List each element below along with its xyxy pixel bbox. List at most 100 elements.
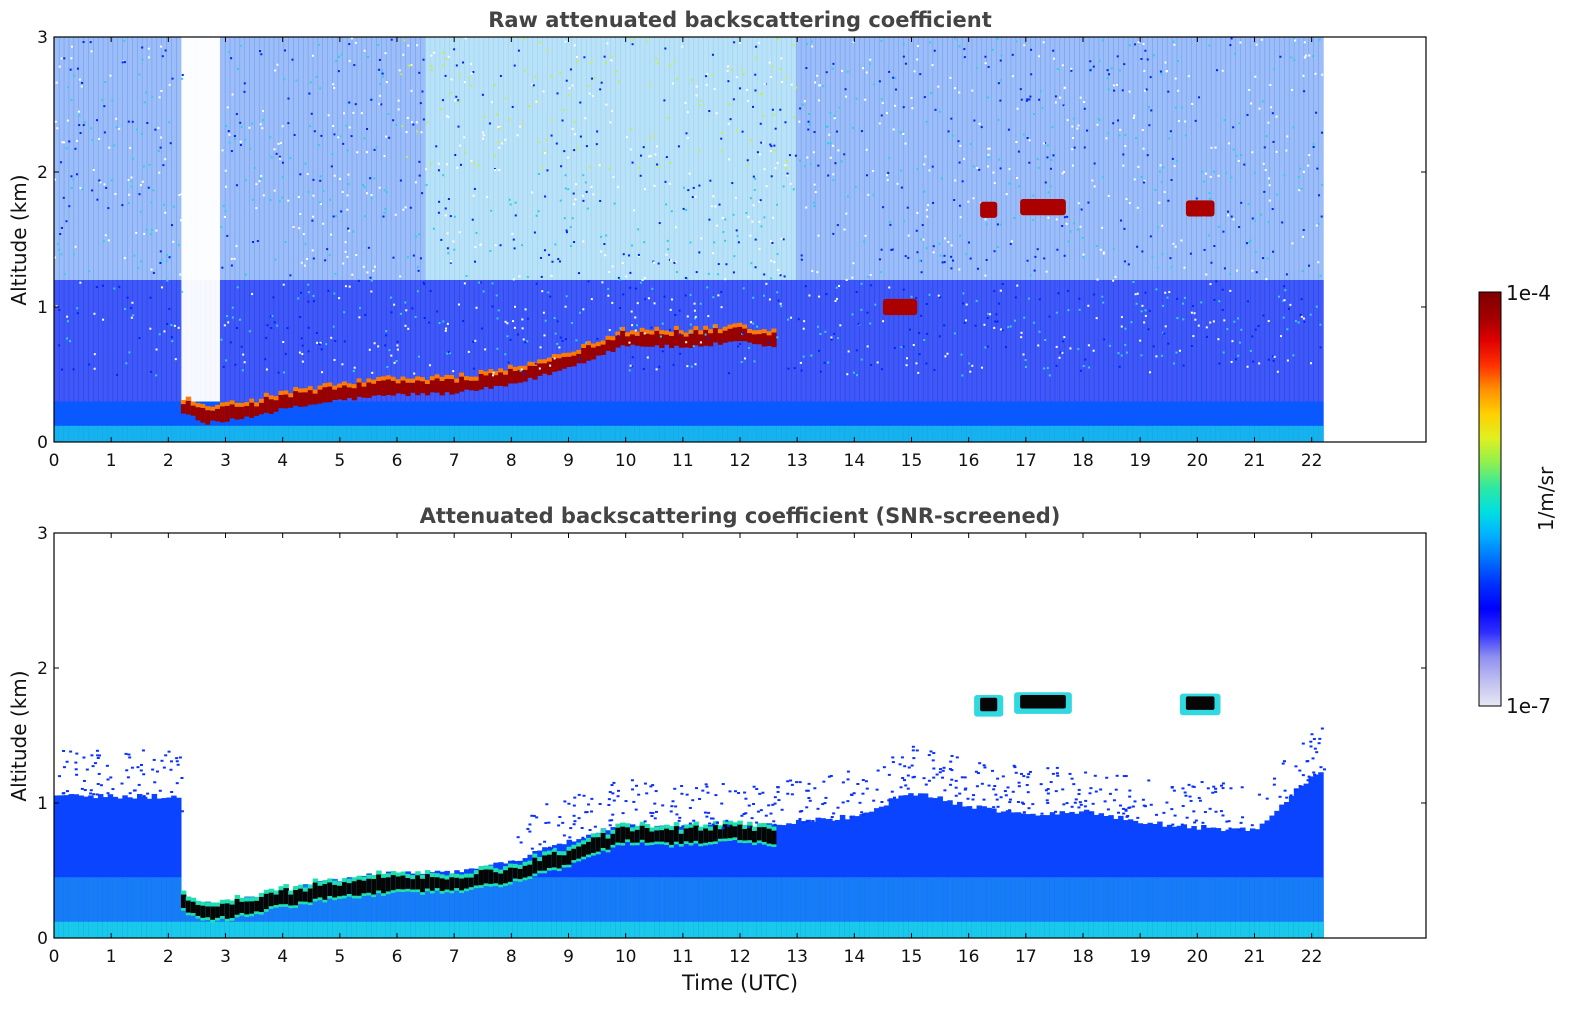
noise-speckle	[449, 260, 452, 263]
noise-speckle	[225, 359, 228, 362]
noise-column	[400, 37, 407, 280]
noise-speckle	[1133, 114, 1136, 117]
edge-speckle	[164, 754, 168, 757]
noise-speckle	[1071, 148, 1074, 151]
surface-layer	[625, 401, 631, 442]
noise-speckle	[588, 92, 591, 95]
noise-speckle	[447, 116, 450, 119]
surface-layer-bright	[961, 425, 968, 442]
noise-speckle	[1059, 96, 1062, 99]
noise-speckle	[811, 269, 814, 272]
x-tick-label: 10	[615, 451, 637, 471]
surface-layer	[371, 921, 377, 938]
noise-speckle	[264, 358, 267, 361]
noise-speckle	[143, 232, 146, 235]
noise-speckle	[686, 315, 689, 318]
noise-speckle	[1102, 176, 1105, 179]
noise-speckle	[653, 184, 656, 187]
noise-speckle	[985, 258, 988, 261]
edge-speckle	[846, 778, 850, 781]
edge-speckle	[96, 756, 100, 759]
surface-layer	[341, 921, 348, 938]
surface-layer-bright	[800, 425, 807, 442]
noise-speckle	[600, 250, 603, 253]
noise-column	[136, 37, 143, 280]
noise-speckle	[1142, 42, 1145, 45]
surface-layer	[244, 401, 250, 442]
noise-speckle	[130, 316, 133, 319]
noise-column	[854, 37, 860, 280]
noise-speckle	[762, 115, 765, 118]
noise-speckle	[274, 258, 277, 261]
boundary-layer-inner	[97, 877, 104, 938]
cloud-edge-segment	[337, 383, 343, 388]
edge-speckle	[1200, 781, 1204, 784]
noise-speckle	[544, 319, 547, 322]
boundary-layer-inner	[244, 896, 250, 938]
edge-speckle	[155, 770, 159, 773]
noise-speckle	[973, 119, 976, 122]
noise-speckle	[846, 373, 849, 376]
noise-speckle	[939, 254, 942, 257]
cloud-base-segment	[546, 361, 553, 376]
boundary-layer-inner	[996, 877, 1002, 938]
noise-speckle	[479, 281, 482, 284]
noise-speckle	[782, 238, 785, 241]
noise-speckle	[1063, 336, 1066, 339]
cloud-base-segment	[371, 383, 377, 396]
cloud-core-segment	[756, 827, 763, 841]
noise-speckle	[599, 199, 602, 202]
surface-layer-bright	[503, 425, 509, 442]
noise-speckle	[804, 165, 807, 168]
noise-speckle	[1162, 331, 1165, 334]
noise-column	[1176, 37, 1183, 280]
edge-speckle	[927, 779, 931, 782]
cloud-base-segment	[629, 334, 636, 345]
surface-layer	[395, 921, 402, 938]
boundary-layer-inner	[1176, 877, 1183, 938]
noise-speckle	[172, 240, 175, 243]
cloud-core-segment	[366, 878, 372, 893]
noise-speckle	[135, 231, 138, 234]
noise-speckle	[353, 64, 356, 67]
boundary-layer-column	[1020, 813, 1026, 938]
noise-speckle	[586, 207, 589, 210]
noise-speckle	[1110, 67, 1113, 70]
cloud-base-segment	[415, 380, 421, 396]
cloud-base-segment	[766, 335, 773, 346]
boundary-layer-inner	[268, 892, 275, 938]
surface-layer	[800, 401, 807, 442]
edge-speckle	[562, 834, 566, 837]
edge-speckle	[1088, 792, 1092, 795]
noise-speckle	[463, 282, 466, 285]
noise-speckle	[1149, 371, 1152, 374]
noise-column	[747, 37, 753, 280]
noise-speckle	[499, 127, 502, 130]
noise-speckle	[802, 327, 805, 330]
noise-speckle	[325, 343, 328, 346]
noise-column	[698, 37, 704, 280]
surface-layer	[913, 401, 919, 442]
noise-speckle	[70, 57, 73, 60]
boundary-layer-column	[151, 793, 158, 938]
cloud-core-segment	[503, 870, 509, 884]
aerosol-column	[844, 280, 851, 402]
surface-layer-bright	[1235, 425, 1241, 442]
surface-layer-bright	[1093, 425, 1100, 442]
surface-layer	[54, 401, 60, 442]
noise-speckle	[371, 371, 374, 374]
surface-layer-bright	[176, 425, 182, 442]
noise-speckle	[625, 135, 628, 138]
cloud-base-segment	[664, 334, 670, 345]
edge-speckle	[943, 789, 947, 792]
aerosol-column	[805, 280, 812, 402]
boundary-layer-inner	[747, 877, 753, 938]
noise-speckle	[795, 86, 798, 89]
noise-speckle	[1267, 121, 1270, 124]
surface-layer	[1035, 401, 1041, 442]
aerosol-column	[351, 280, 358, 402]
cloud-edge-segment	[454, 378, 460, 383]
noise-speckle	[511, 105, 514, 108]
surface-layer-bright	[1079, 425, 1085, 442]
surface-layer-bright	[756, 425, 763, 442]
